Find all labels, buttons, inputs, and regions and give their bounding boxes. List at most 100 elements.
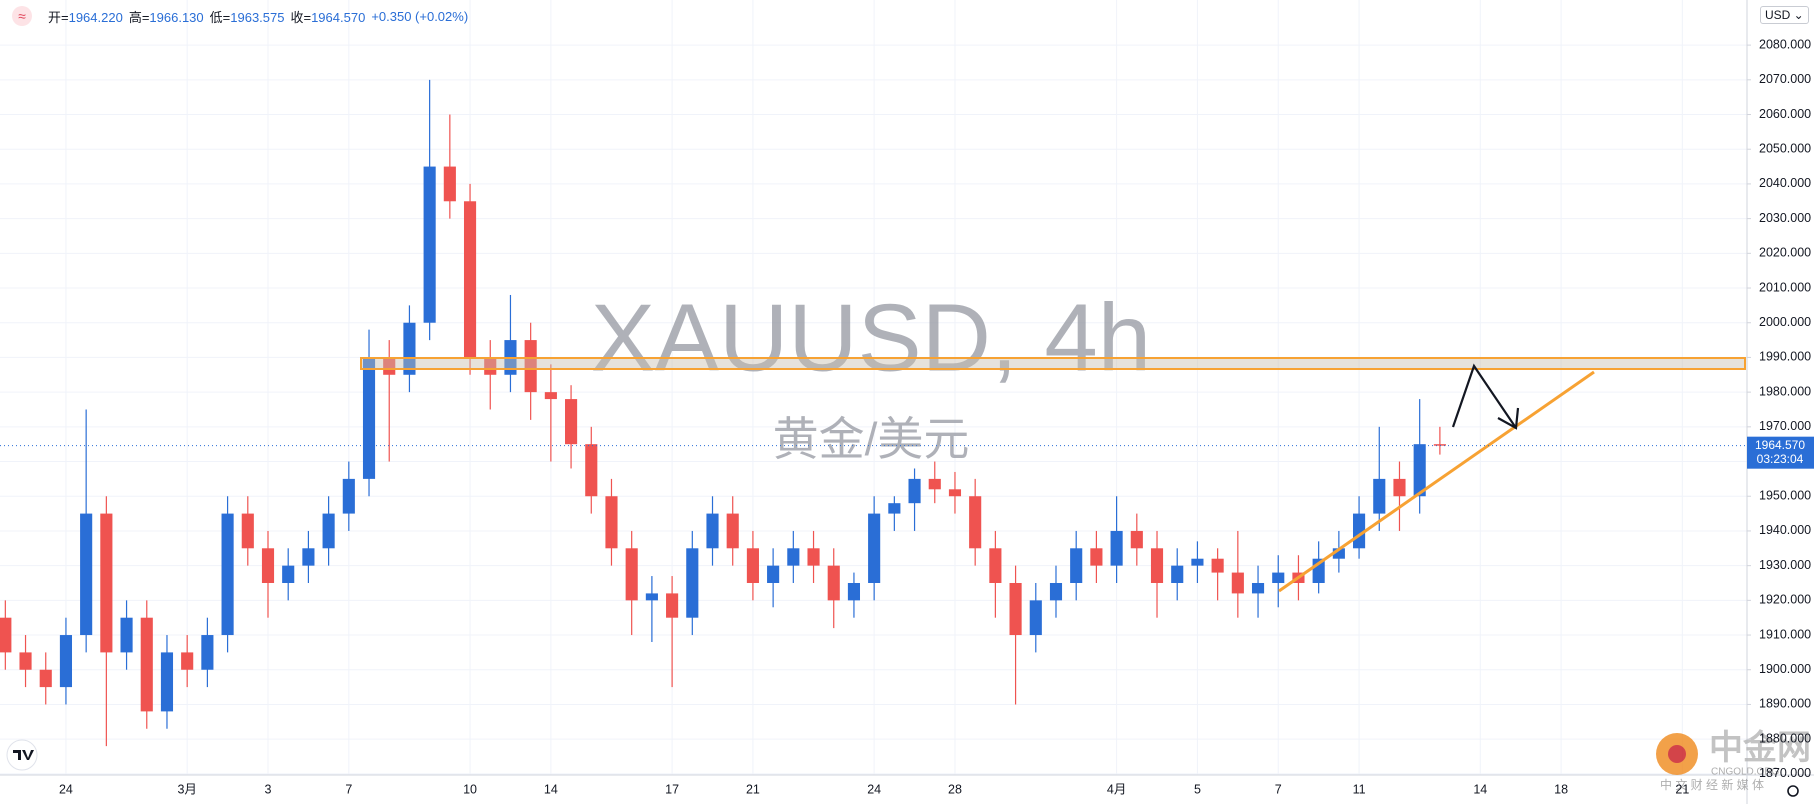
y-tick-label: 1920.000 bbox=[1759, 593, 1811, 607]
x-tick-label: 4月 bbox=[1107, 782, 1126, 796]
candle-body bbox=[1110, 530, 1123, 566]
watermark-name: 黄金/美元 bbox=[773, 413, 970, 465]
y-tick-label: 1980.000 bbox=[1759, 384, 1811, 398]
candle-body bbox=[787, 548, 800, 566]
candle-body bbox=[80, 513, 93, 636]
candle-body bbox=[827, 565, 840, 601]
candle-body bbox=[1070, 548, 1083, 583]
candle-body bbox=[1009, 582, 1022, 636]
candle-body bbox=[1332, 548, 1345, 559]
y-tick-label: 2000.000 bbox=[1759, 315, 1811, 329]
x-tick-label: 7 bbox=[345, 782, 352, 796]
candle-body bbox=[423, 166, 436, 323]
quote-key: 开= bbox=[48, 9, 69, 25]
y-tick-label: 2070.000 bbox=[1759, 72, 1811, 86]
candle-body bbox=[908, 478, 921, 504]
y-tick-label: 1990.000 bbox=[1759, 350, 1811, 364]
x-tick-label: 11 bbox=[1353, 782, 1366, 796]
y-tick-label: 1940.000 bbox=[1759, 523, 1811, 537]
candle-body bbox=[989, 548, 1002, 583]
candle-body bbox=[1090, 548, 1103, 566]
candle-body bbox=[160, 652, 174, 712]
settings-icon[interactable] bbox=[1787, 785, 1799, 797]
candle-body bbox=[868, 513, 881, 583]
candle-body bbox=[888, 503, 901, 514]
projection-arrow bbox=[1451, 363, 1517, 429]
candle-body bbox=[565, 399, 578, 445]
y-tick-label: 1870.000 bbox=[1759, 766, 1811, 780]
y-tick-label: 1970.000 bbox=[1759, 419, 1811, 433]
y-tick-label: 2040.000 bbox=[1759, 176, 1811, 190]
candle-body bbox=[746, 548, 759, 583]
x-tick-label: 14 bbox=[1473, 782, 1487, 796]
y-tick-label: 2060.000 bbox=[1759, 107, 1811, 121]
quote-value: 1963.575 bbox=[230, 9, 285, 25]
candle-body bbox=[0, 617, 12, 653]
x-tick-label: 21 bbox=[746, 782, 760, 796]
quote-key: 收= bbox=[290, 9, 312, 25]
x-tick-label: 18 bbox=[1554, 782, 1568, 796]
x-tick-label: 21 bbox=[1675, 782, 1689, 796]
candle-body bbox=[767, 565, 780, 583]
candle-body bbox=[39, 669, 52, 688]
candle-body bbox=[1150, 548, 1164, 583]
candle-body bbox=[625, 548, 638, 601]
candle-body bbox=[544, 392, 557, 400]
candle-body bbox=[1211, 558, 1224, 573]
candle-body bbox=[261, 548, 275, 583]
x-tick-label: 3 bbox=[265, 782, 272, 796]
candle-body bbox=[463, 201, 477, 358]
candle-body bbox=[807, 548, 820, 566]
quote-key: 低= bbox=[209, 9, 231, 25]
candle-body bbox=[120, 617, 133, 653]
candle-body bbox=[524, 340, 537, 393]
candle-body bbox=[1413, 444, 1426, 497]
candle-body bbox=[403, 322, 416, 375]
candle-body bbox=[140, 617, 153, 712]
y-tick-label: 2030.000 bbox=[1759, 211, 1811, 225]
x-tick-label: 24 bbox=[59, 782, 73, 796]
candle-body bbox=[59, 635, 73, 688]
candle-body bbox=[443, 166, 456, 202]
y-tick-label: 1900.000 bbox=[1759, 662, 1811, 676]
quote-value: 1966.130 bbox=[149, 9, 204, 25]
candle-body bbox=[1433, 444, 1446, 446]
y-tick-label: 2080.000 bbox=[1759, 37, 1811, 51]
candle-body bbox=[1171, 565, 1184, 583]
y-tick-label: 2010.000 bbox=[1759, 280, 1811, 294]
branding: 中金网 CNGOLD.ORG 中 文 财 经 新 媒 体 bbox=[1656, 728, 1811, 792]
candle-body bbox=[19, 652, 32, 670]
candle-body bbox=[585, 444, 598, 497]
candle-body bbox=[706, 513, 719, 549]
candle-body bbox=[726, 513, 739, 549]
quote-item: 高=1966.130 bbox=[129, 7, 204, 26]
candle-body bbox=[645, 593, 658, 601]
ohlc-header: ≈ 开=1964.220 高=1966.130 低=1963.575 收=1964.57… bbox=[12, 6, 468, 26]
candle-body bbox=[362, 357, 376, 479]
brand-domain: CNGOLD.ORG bbox=[1711, 767, 1780, 778]
candle-body bbox=[969, 496, 982, 549]
tv-logo bbox=[6, 739, 38, 771]
candle-body bbox=[1049, 582, 1063, 601]
candle-body bbox=[605, 496, 618, 549]
y-tick-label: 1950.000 bbox=[1759, 489, 1811, 503]
quote-item: 收=1964.570 bbox=[290, 7, 365, 26]
candle-body bbox=[686, 548, 699, 618]
y-tick-label: 2050.000 bbox=[1759, 142, 1811, 156]
candle-body bbox=[666, 593, 679, 618]
currency-button[interactable]: USD ⌄ bbox=[1760, 6, 1809, 24]
candle-body bbox=[302, 548, 315, 566]
candle-body bbox=[1029, 600, 1042, 636]
candle-body bbox=[100, 513, 113, 653]
candle-body bbox=[1191, 558, 1204, 566]
candle-body bbox=[484, 357, 497, 375]
quote-change: +0.350 (+0.02%) bbox=[371, 8, 469, 24]
y-tick-label: 1910.000 bbox=[1759, 627, 1811, 641]
candle-body bbox=[282, 565, 295, 583]
watermark-symbol: XAUUSD, 4h bbox=[591, 284, 1151, 391]
x-tick-label: 14 bbox=[544, 782, 558, 796]
quote-key: 高= bbox=[128, 9, 150, 25]
candle-body bbox=[1130, 530, 1143, 549]
